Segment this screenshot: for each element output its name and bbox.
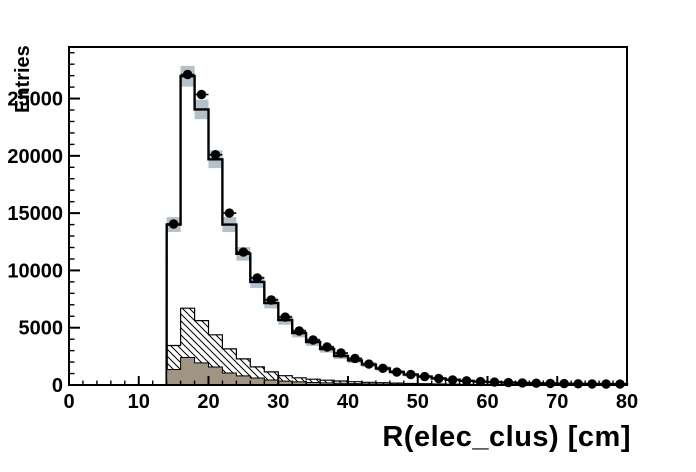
x-tick-label: 20 bbox=[197, 391, 219, 413]
data-point-marker bbox=[434, 373, 444, 384]
data-point-marker bbox=[545, 378, 555, 389]
x-tick-label: 70 bbox=[546, 391, 568, 413]
y-tick-label: 20000 bbox=[7, 146, 63, 168]
x-tick-label: 80 bbox=[616, 391, 638, 413]
data-point-marker bbox=[517, 378, 528, 388]
data-point-marker bbox=[336, 348, 346, 358]
axis-ticks bbox=[68, 52, 628, 386]
x-tick-label: 10 bbox=[128, 391, 150, 413]
y-tick-label: 10000 bbox=[7, 260, 63, 282]
data-point-marker bbox=[573, 379, 583, 389]
data-point-marker bbox=[238, 247, 249, 257]
data-point-marker bbox=[308, 335, 318, 345]
data-point-marker bbox=[280, 312, 290, 322]
data-point-marker bbox=[210, 150, 221, 160]
data-point-marker bbox=[406, 369, 416, 380]
x-tick-labels: 0 10 20 30 40 50 60 70 80 bbox=[63, 391, 638, 413]
data-point-marker bbox=[266, 295, 276, 305]
x-axis-title: R(elec_clus) [cm] bbox=[382, 421, 631, 453]
data-point-marker bbox=[531, 378, 541, 388]
data-point-marker bbox=[587, 379, 597, 389]
y-axis-title: Entries bbox=[12, 45, 34, 113]
y-tick-label: 0 bbox=[52, 375, 63, 397]
data-point-marker bbox=[322, 342, 332, 352]
data-point-marker bbox=[252, 273, 262, 283]
data-point-marker bbox=[196, 89, 207, 100]
x-tick-label: 60 bbox=[476, 391, 498, 413]
data-point-marker bbox=[475, 376, 486, 387]
data-point-marker bbox=[392, 367, 402, 377]
data-point-marker bbox=[294, 326, 304, 336]
x-tick-label: 0 bbox=[63, 391, 74, 413]
data-point-marker bbox=[364, 359, 374, 369]
data-point-marker bbox=[559, 378, 569, 389]
data-point-marker bbox=[420, 371, 430, 382]
x-tick-label: 30 bbox=[267, 391, 289, 413]
data-point-marker bbox=[447, 375, 458, 385]
data-point-marker bbox=[350, 353, 360, 364]
y-tick-label: 15000 bbox=[7, 203, 63, 225]
data-point-marker bbox=[224, 208, 235, 218]
data-point-marker bbox=[182, 69, 193, 80]
y-tick-label: 25000 bbox=[7, 89, 63, 111]
data-point-marker bbox=[461, 376, 472, 386]
plot-frame bbox=[68, 46, 628, 386]
data-point-marker bbox=[168, 219, 179, 229]
x-tick-label: 40 bbox=[337, 391, 359, 413]
data-point-marker bbox=[378, 363, 388, 373]
x-tick-label: 50 bbox=[407, 391, 429, 413]
y-tick-label: 5000 bbox=[19, 318, 64, 340]
y-tick-labels: 0 5000 10000 15000 20000 25000 bbox=[7, 89, 63, 397]
